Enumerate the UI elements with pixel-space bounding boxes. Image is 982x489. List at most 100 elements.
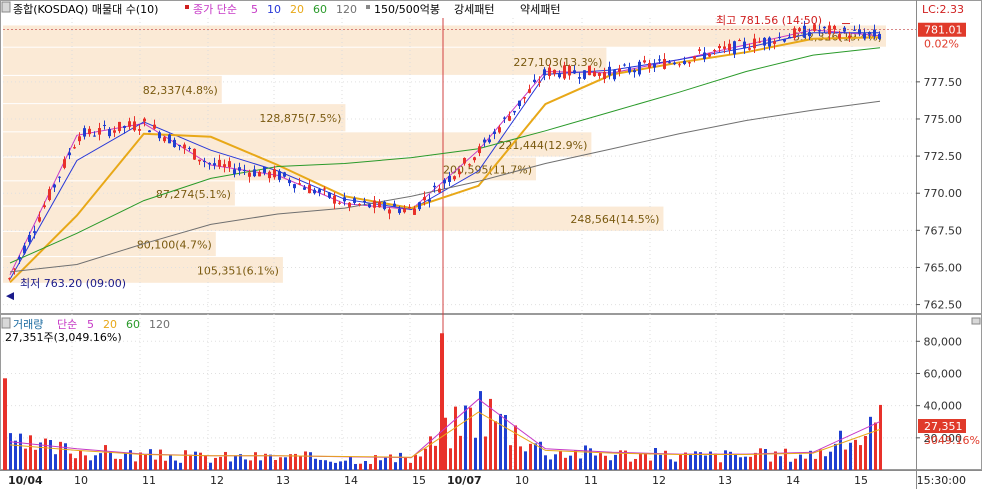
volume-bar xyxy=(199,452,202,470)
candle-body xyxy=(203,160,206,162)
candle-body xyxy=(363,200,366,202)
volume-bar xyxy=(149,449,152,470)
volume-bar xyxy=(584,445,587,470)
candle-body xyxy=(613,70,616,80)
volume-bar xyxy=(339,461,342,470)
candle-body xyxy=(863,33,866,39)
volume-bar xyxy=(814,458,817,470)
volume-bar xyxy=(659,454,662,470)
volume-pane-button[interactable] xyxy=(971,317,981,325)
volume-bar xyxy=(404,457,407,470)
volume-bar xyxy=(714,453,717,470)
candle-body xyxy=(183,144,186,149)
candle-body xyxy=(618,68,621,72)
pane-menu-icon[interactable] xyxy=(1,1,11,13)
candle-body xyxy=(208,162,211,165)
candle-body xyxy=(398,208,401,213)
volume-pane-menu-icon[interactable] xyxy=(1,317,11,329)
candle-body xyxy=(758,41,761,43)
volume-bar xyxy=(704,455,707,470)
volume-bar xyxy=(624,450,627,470)
candle-body xyxy=(623,64,626,66)
volume-bar xyxy=(219,456,222,470)
volume-bar xyxy=(459,435,462,470)
candle-body xyxy=(278,171,281,180)
candle-body xyxy=(853,29,856,31)
volume-bar xyxy=(69,453,72,470)
volume-bar xyxy=(184,450,187,470)
volume-ma20-line xyxy=(9,411,881,458)
candle-body xyxy=(63,159,66,168)
volume-pane-title: 거래량 xyxy=(13,318,43,331)
volume-bar xyxy=(464,405,467,470)
volume-bar xyxy=(469,407,472,470)
volume-bar xyxy=(274,459,277,470)
volume-bar xyxy=(699,452,702,470)
volume-bar xyxy=(809,450,812,470)
candle-body xyxy=(638,61,641,75)
current-price-label: 781.01 xyxy=(924,24,963,37)
volume-profile-bar xyxy=(3,25,886,47)
volume-bar xyxy=(564,457,567,470)
volume-bar xyxy=(694,451,697,470)
ma-line-60 xyxy=(9,47,881,264)
candle-body xyxy=(728,43,731,51)
volume-profile-bar xyxy=(3,47,607,75)
candle-body xyxy=(713,50,716,52)
min-price-annotation: 최저 763.20 (09:00) xyxy=(20,277,126,290)
candle-body xyxy=(878,34,881,39)
volume-bar xyxy=(844,449,847,470)
candle-body xyxy=(768,37,771,47)
candle-body xyxy=(548,67,551,76)
volume-bar xyxy=(134,461,137,470)
volume-profile-bar xyxy=(3,257,283,283)
volume-bar xyxy=(54,454,57,470)
volume-bar xyxy=(579,458,582,470)
volume-spike-bar xyxy=(3,378,7,470)
volume-bar xyxy=(774,451,777,470)
volume-bar xyxy=(104,445,107,470)
candle-body xyxy=(648,63,651,68)
candle-body xyxy=(378,201,381,208)
volume-profile-bar xyxy=(3,231,216,257)
x-axis-label: 12 xyxy=(210,474,224,487)
candle-body xyxy=(73,147,76,149)
candle-body xyxy=(788,36,791,39)
candle-body xyxy=(348,202,351,207)
candle-body xyxy=(98,127,101,135)
volume-bar xyxy=(79,450,82,470)
candle-body xyxy=(473,157,476,161)
volume-bar xyxy=(634,458,637,470)
candle-body xyxy=(533,79,536,83)
volume-bar xyxy=(249,460,252,470)
candle-body xyxy=(733,41,736,55)
volume-bar xyxy=(144,454,147,470)
volume-profile-label: 221,444(12.9%) xyxy=(498,139,587,152)
candle-body xyxy=(403,208,406,213)
candle-body xyxy=(158,132,161,139)
x-axis-label: 15 xyxy=(854,474,868,487)
volume-bar xyxy=(74,458,77,470)
volume-bar xyxy=(829,451,832,470)
volume-bar xyxy=(559,450,562,470)
volume-bar xyxy=(109,452,112,470)
volume-bar xyxy=(434,445,437,470)
volume-bar xyxy=(99,453,102,470)
candle-body xyxy=(23,245,26,254)
volume-current-text: 27,351주(3,049.16%) xyxy=(5,331,122,344)
candle-body xyxy=(653,63,656,68)
volume-bar xyxy=(739,457,742,470)
candle-body xyxy=(303,187,306,190)
volume-bar xyxy=(209,462,212,470)
candle-body xyxy=(568,65,571,76)
volume-bar xyxy=(389,454,392,470)
candle-body xyxy=(523,97,526,99)
volume-spike-bar xyxy=(440,333,444,470)
volume-bar xyxy=(669,459,672,470)
candle-body xyxy=(383,201,386,210)
volume-ma-period-20: 20 xyxy=(103,318,117,331)
price-ma-legend-label: 종가 단순 xyxy=(193,3,237,16)
candle-body xyxy=(133,121,136,131)
candle-body xyxy=(198,159,201,162)
